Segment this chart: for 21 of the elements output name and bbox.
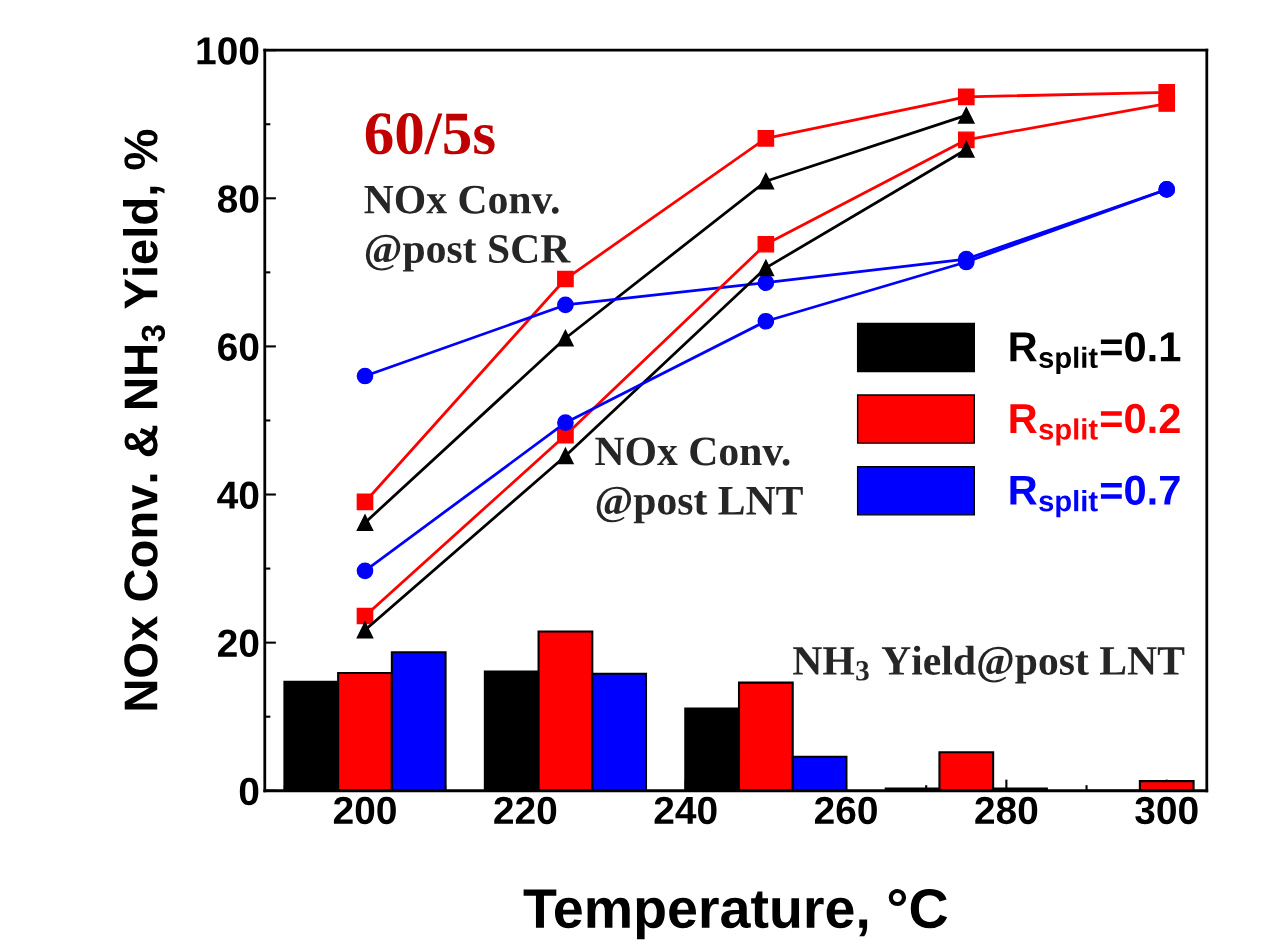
annotation: 60/5s (365, 113, 495, 155)
legend-label: R$_{split}$=0.7 (1010, 475, 1180, 518)
x-tick-label: 200 (333, 796, 396, 825)
legend-label: R$_{split}$=0.2 (1010, 403, 1180, 446)
x-axis-title: Temperature, °C (523, 888, 948, 940)
x-tick-label: 300 (1135, 796, 1198, 825)
y-tick-label: 80 (217, 185, 259, 213)
y-tick-label: 20 (218, 629, 259, 658)
legend-label: R$_{split}$=0.1 (1010, 332, 1181, 374)
annotation: NOx Conv. @post SCR (364, 185, 571, 272)
y-tick-label: 40 (217, 481, 259, 509)
x-tick-label: 280 (975, 796, 1038, 825)
x-tick-label: 240 (654, 796, 717, 825)
y-axis-title: NOx Conv. & NH$_{3}$ Yield, % (123, 129, 166, 710)
annotation: NH$_{3}$ Yield@post LNT (793, 645, 1185, 684)
x-tick-label: 260 (814, 796, 877, 825)
y-tick-label: 60 (218, 333, 259, 361)
y-tick-label: 0 (239, 777, 259, 806)
y-tick-label: 100 (197, 37, 259, 65)
annotation: NOx Conv. @post LNT (595, 437, 803, 524)
x-tick-label: 220 (494, 796, 557, 825)
